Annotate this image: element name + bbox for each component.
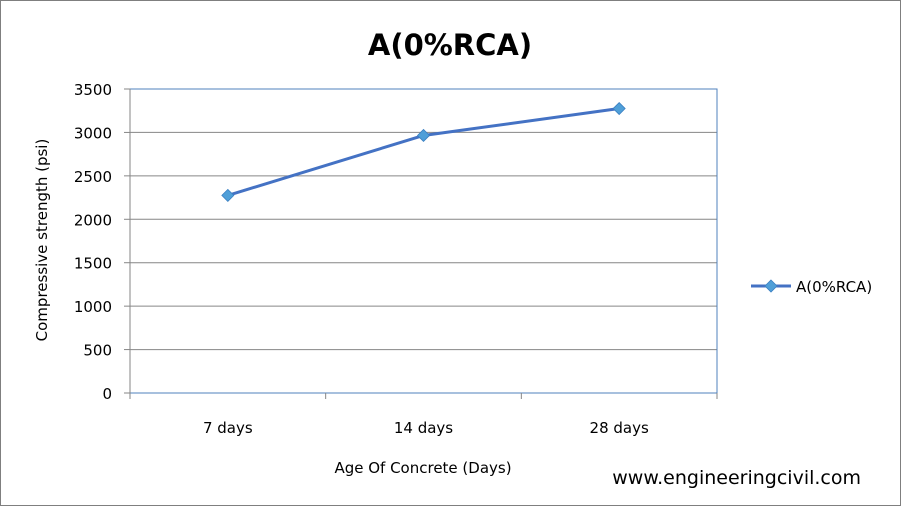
y-tick-label: 500	[83, 342, 112, 360]
x-tick-label: 14 days	[394, 419, 453, 437]
data-point	[612, 101, 626, 116]
y-tick-label: 2000	[74, 211, 112, 229]
x-tick-label: 7 days	[203, 419, 253, 437]
y-tick-label: 3000	[74, 124, 112, 142]
y-tick-label: 1500	[74, 255, 112, 273]
y-tick-label: 1000	[74, 298, 112, 316]
y-tick-label: 0	[102, 385, 112, 403]
y-axis: 0 500 1000 1500 2000 2500 3000 3500	[74, 81, 131, 403]
y-tick-label: 2500	[74, 168, 112, 186]
x-axis: 7 days 14 days 28 days	[129, 393, 718, 437]
legend-label: A(0%RCA)	[796, 278, 872, 296]
series-line	[227, 107, 620, 197]
legend: A(0%RCA)	[751, 278, 872, 296]
x-axis-title: Age Of Concrete (Days)	[334, 459, 511, 477]
y-axis-title: Compressive strength (psi)	[33, 139, 51, 342]
series-layer	[221, 101, 626, 202]
watermark-text: www.engineeringcivil.com	[612, 467, 861, 489]
chart-title: A(0%RCA)	[368, 28, 532, 62]
data-point	[221, 188, 235, 202]
y-tick-label: 3500	[74, 81, 112, 99]
legend-marker	[764, 279, 778, 293]
data-point	[416, 128, 431, 143]
x-tick-label: 28 days	[590, 419, 649, 437]
